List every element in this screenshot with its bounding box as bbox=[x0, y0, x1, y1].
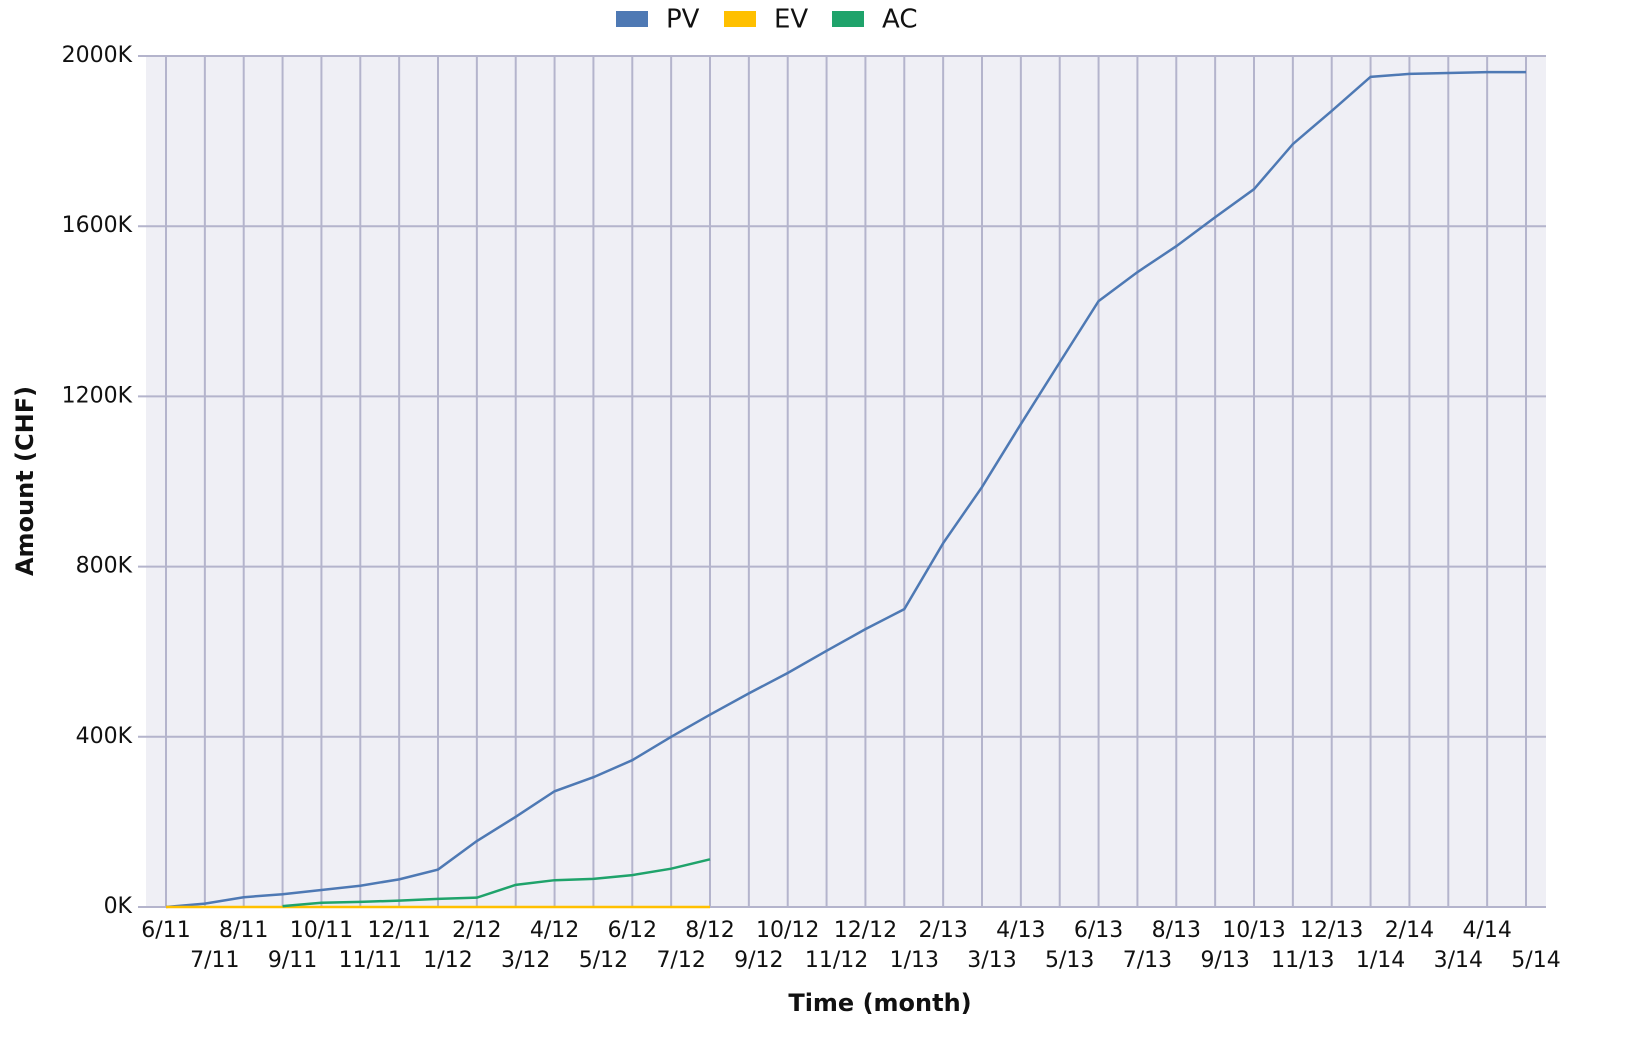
x-tick-label: 11/11 bbox=[339, 948, 402, 973]
x-tick-label: 1/14 bbox=[1356, 948, 1405, 973]
x-tick-label: 4/13 bbox=[996, 918, 1045, 943]
x-tick-label: 9/11 bbox=[268, 948, 317, 973]
legend-swatch bbox=[616, 11, 648, 27]
x-tick-label: 6/11 bbox=[141, 918, 190, 943]
x-tick-label: 8/12 bbox=[685, 918, 734, 943]
x-tick-label: 12/12 bbox=[834, 918, 897, 943]
x-tick-label: 2/12 bbox=[452, 918, 501, 943]
plot-area bbox=[146, 56, 1546, 907]
x-tick-label: 10/11 bbox=[290, 918, 353, 943]
x-tick-label: 10/12 bbox=[756, 918, 819, 943]
x-tick-label: 8/13 bbox=[1152, 918, 1201, 943]
y-tick-label: 0K bbox=[104, 894, 133, 919]
x-tick-label: 1/13 bbox=[890, 948, 939, 973]
legend-label: PV bbox=[666, 5, 700, 35]
y-tick-label: 2000K bbox=[62, 43, 133, 68]
x-tick-label: 4/12 bbox=[530, 918, 579, 943]
y-tick-label: 400K bbox=[76, 724, 133, 749]
y-tick-label: 1200K bbox=[62, 383, 133, 408]
x-tick-label: 3/12 bbox=[501, 948, 550, 973]
x-tick-label: 11/12 bbox=[805, 948, 868, 973]
y-axis-title: Amount (CHF) bbox=[11, 386, 39, 576]
y-tick-label: 1600K bbox=[62, 213, 133, 238]
legend-label: AC bbox=[882, 5, 917, 35]
legend-swatch bbox=[832, 11, 864, 27]
x-axis-title: Time (month) bbox=[788, 989, 971, 1017]
line bbox=[282, 858, 711, 908]
x-tick-label: 6/13 bbox=[1074, 918, 1123, 943]
x-tick-label: 2/14 bbox=[1385, 918, 1434, 943]
x-tick-label: 2/13 bbox=[918, 918, 967, 943]
x-tick-label: 4/14 bbox=[1462, 918, 1511, 943]
x-tick-label: 10/13 bbox=[1222, 918, 1285, 943]
x-tick-label: 8/11 bbox=[219, 918, 268, 943]
x-tick-label: 9/12 bbox=[734, 948, 783, 973]
x-tick-label: 5/12 bbox=[579, 948, 628, 973]
legend-label: EV bbox=[774, 5, 808, 35]
x-tick-label: 7/11 bbox=[190, 948, 239, 973]
line bbox=[165, 70, 1526, 909]
x-tick-label: 7/12 bbox=[656, 948, 705, 973]
x-tick-label: 1/12 bbox=[423, 948, 472, 973]
x-tick-label: 5/13 bbox=[1045, 948, 1094, 973]
x-tick-label: 11/13 bbox=[1271, 948, 1334, 973]
x-tick-label: 7/13 bbox=[1123, 948, 1172, 973]
x-tick-label: 12/13 bbox=[1300, 918, 1363, 943]
x-tick-label: 9/13 bbox=[1200, 948, 1249, 973]
x-tick-label: 6/12 bbox=[608, 918, 657, 943]
x-tick-label: 5/14 bbox=[1511, 948, 1560, 973]
x-tick-label: 3/13 bbox=[967, 948, 1016, 973]
x-tick-label: 3/14 bbox=[1434, 948, 1483, 973]
y-tick-label: 800K bbox=[76, 554, 133, 579]
legend-swatch bbox=[724, 11, 756, 27]
x-tick-label: 12/11 bbox=[367, 918, 430, 943]
